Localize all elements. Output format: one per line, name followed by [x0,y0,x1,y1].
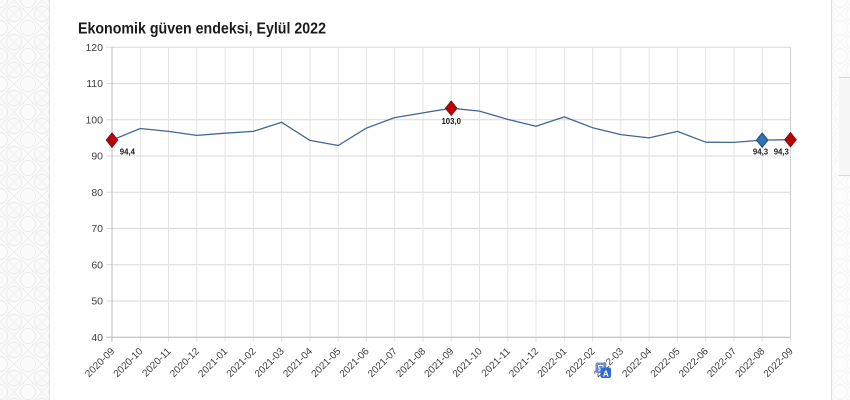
svg-text:120: 120 [85,42,103,54]
svg-text:90: 90 [91,151,103,163]
svg-text:94,3: 94,3 [753,148,769,157]
svg-text:A: A [603,369,609,378]
svg-text:50: 50 [91,296,103,308]
svg-text:40: 40 [91,332,103,344]
svg-text:70: 70 [91,223,103,235]
svg-text:100: 100 [85,114,103,126]
svg-text:Ekonomik güven endeksi, Eylül: Ekonomik güven endeksi, Eylül 2022 [78,20,326,37]
svg-text:103,0: 103,0 [441,117,461,126]
svg-text:60: 60 [91,259,103,271]
svg-text:80: 80 [91,187,103,199]
svg-text:94,4: 94,4 [120,148,136,157]
svg-text:110: 110 [86,78,103,90]
svg-text:94,3: 94,3 [774,148,790,157]
